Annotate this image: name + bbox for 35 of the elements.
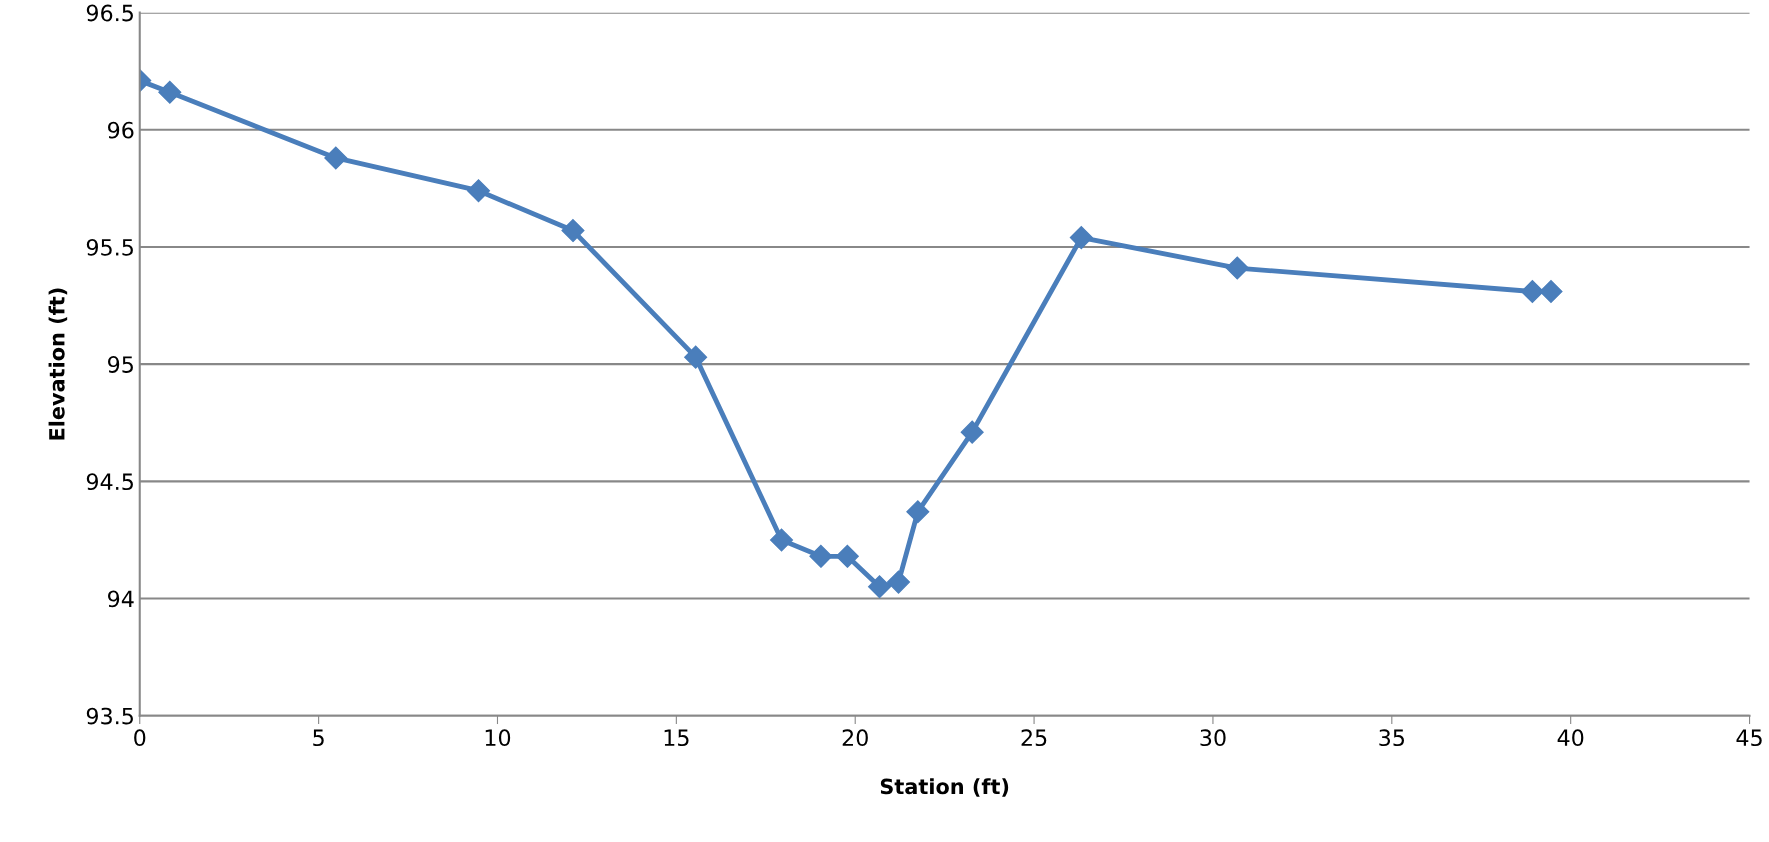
x-tick-label: 30 bbox=[1200, 729, 1226, 747]
point bbox=[1539, 280, 1563, 304]
point bbox=[158, 80, 182, 104]
point bbox=[809, 544, 833, 568]
point bbox=[1520, 280, 1544, 304]
point bbox=[324, 146, 348, 170]
point bbox=[770, 528, 794, 552]
x-tick-label: 10 bbox=[485, 729, 511, 747]
y-axis-title: Elevation (ft) bbox=[48, 288, 68, 440]
point bbox=[960, 420, 984, 444]
point bbox=[684, 345, 708, 369]
x-tick-label: 20 bbox=[842, 729, 868, 747]
x-tick-label: 5 bbox=[313, 729, 324, 747]
x-tick-label: 25 bbox=[1021, 729, 1047, 747]
point bbox=[835, 544, 859, 568]
x-axis-title: Station (ft) bbox=[880, 778, 1009, 797]
point bbox=[868, 575, 892, 599]
y-tick-label: 95 bbox=[108, 356, 133, 373]
point bbox=[1069, 226, 1093, 250]
x-tick-label: 15 bbox=[664, 729, 689, 747]
x-tick-label: 35 bbox=[1379, 729, 1405, 747]
point bbox=[561, 219, 585, 243]
x-tick-label: 40 bbox=[1557, 729, 1584, 747]
point bbox=[906, 500, 930, 524]
x-tick-label: 45 bbox=[1736, 729, 1762, 747]
point bbox=[467, 179, 491, 203]
y-tick-label: 96.5 bbox=[86, 4, 133, 22]
y-tick-label: 94.5 bbox=[86, 473, 133, 491]
point bbox=[1225, 256, 1249, 280]
y-tick-label: 95.5 bbox=[86, 238, 133, 256]
y-tick-label: 93.5 bbox=[86, 707, 133, 725]
y-tick-label: 94 bbox=[108, 590, 134, 608]
y-tick-label: 96 bbox=[108, 121, 134, 139]
x-tick-label: 0 bbox=[134, 729, 146, 747]
point bbox=[887, 570, 910, 594]
